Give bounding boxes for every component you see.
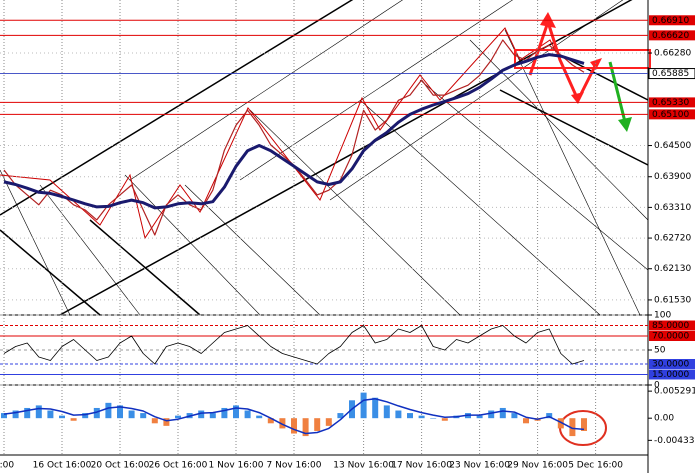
histogram-bar — [279, 418, 286, 429]
x-tick-label: 7 Nov 16:00 — [267, 461, 322, 471]
y-tick-label: 0.63310 — [654, 203, 691, 213]
y-tick-label: 100 — [654, 311, 671, 321]
histogram-bar — [221, 407, 228, 419]
histogram-bar — [302, 418, 309, 437]
histogram-bar — [163, 418, 170, 426]
histogram-bar — [546, 413, 553, 419]
histogram-bar — [35, 405, 42, 419]
histogram-bar — [372, 397, 379, 419]
level-label: 30.0000 — [652, 360, 689, 370]
y-tick-label: 0.00 — [654, 414, 674, 424]
histogram-bar — [441, 418, 448, 421]
histogram-bar — [337, 413, 344, 419]
histogram-bar — [70, 418, 77, 421]
x-tick-label: 29 Nov 16:00 — [507, 461, 568, 471]
series-line — [3, 325, 585, 365]
histogram-bar — [291, 418, 297, 434]
x-tick-label: 5 Dec 16:00 — [568, 461, 623, 471]
level-label: 0.65330 — [652, 98, 689, 108]
y-tick-label: -0.0043331 — [654, 436, 695, 446]
y-tick-label: 0.62130 — [654, 264, 691, 274]
histogram-bar — [128, 410, 135, 419]
y-tick-label: 0.63900 — [654, 172, 691, 182]
histogram-bar — [557, 418, 564, 429]
histogram-bar — [395, 410, 402, 419]
level-label-box — [649, 369, 695, 380]
histogram-bar — [93, 407, 100, 419]
histogram-bar — [581, 418, 587, 431]
histogram-bar — [314, 418, 321, 431]
histogram-bar — [418, 415, 425, 419]
level-label-box — [649, 331, 695, 341]
histogram-bar — [117, 405, 123, 419]
series-line — [3, 398, 585, 435]
histogram-bar — [523, 418, 529, 424]
histogram-bar — [569, 418, 576, 437]
histogram-bar — [256, 415, 263, 419]
y-tick-label: 0.62720 — [654, 234, 691, 244]
histogram-bar — [82, 413, 89, 419]
level-label: 0.66910 — [652, 16, 689, 26]
level-label-box — [649, 15, 695, 26]
level-label-box — [649, 30, 695, 41]
level-label: 0.65100 — [652, 110, 689, 120]
level-label: 15.0000 — [652, 370, 689, 380]
level-label-box — [649, 109, 695, 120]
level-label-box — [649, 320, 695, 331]
histogram-bar — [233, 405, 239, 419]
histogram-bar — [24, 407, 31, 419]
histogram-bar — [244, 410, 251, 419]
current-price-box — [648, 68, 695, 80]
histogram-bar — [499, 407, 506, 419]
x-tick-label: 13 Nov 16:00 — [333, 461, 394, 471]
x-tick-label: 5:00 — [0, 461, 14, 471]
histogram-bar — [476, 415, 483, 419]
histogram-bar — [209, 413, 216, 419]
level-label: 0.66620 — [652, 31, 689, 41]
histogram-bar — [325, 418, 332, 426]
histogram-bar — [140, 413, 147, 419]
histogram-bar — [175, 415, 181, 419]
histogram-bar — [407, 413, 413, 419]
y-tick-label: 50 — [654, 346, 666, 356]
histogram-bar — [267, 418, 274, 424]
y-tick-label: 0.0052915 — [654, 387, 695, 397]
histogram-bar — [12, 410, 19, 419]
y-tick-label: 0 — [654, 381, 660, 391]
y-tick-label: 0.64500 — [654, 141, 691, 151]
histogram-bar — [105, 402, 112, 419]
histogram-bar — [383, 405, 390, 419]
histogram-bar — [511, 413, 518, 419]
x-tick-label: 20 Oct 16:00 — [91, 461, 150, 471]
histogram-bar — [198, 410, 205, 419]
zigzag — [0, 27, 566, 240]
level-label-box — [649, 97, 695, 108]
x-tick-label: 23 Nov 16:00 — [449, 461, 510, 471]
histogram-bar — [360, 392, 367, 419]
histogram-bar — [59, 415, 65, 419]
histogram-bar — [151, 418, 158, 424]
x-tick-label: 16 Oct 16:00 — [33, 461, 92, 471]
y-tick-label: 0.66280 — [654, 49, 691, 59]
level-label: 70.0000 — [652, 332, 689, 342]
y-tick-label: 0.61530 — [654, 295, 691, 305]
current-price-label: 0.65885 — [652, 69, 689, 79]
series-line — [3, 53, 585, 210]
histogram-bar — [47, 410, 54, 419]
level-label: 85.0000 — [652, 321, 689, 331]
x-tick-label: 1 Nov 16:00 — [209, 461, 264, 471]
histogram-bar — [488, 410, 495, 419]
x-tick-label: 17 Nov 16:00 — [391, 461, 452, 471]
x-tick-label: 26 Oct 16:00 — [149, 461, 208, 471]
level-label-box — [649, 359, 695, 369]
histogram-bar — [1, 413, 7, 419]
histogram-bar — [430, 418, 437, 419]
